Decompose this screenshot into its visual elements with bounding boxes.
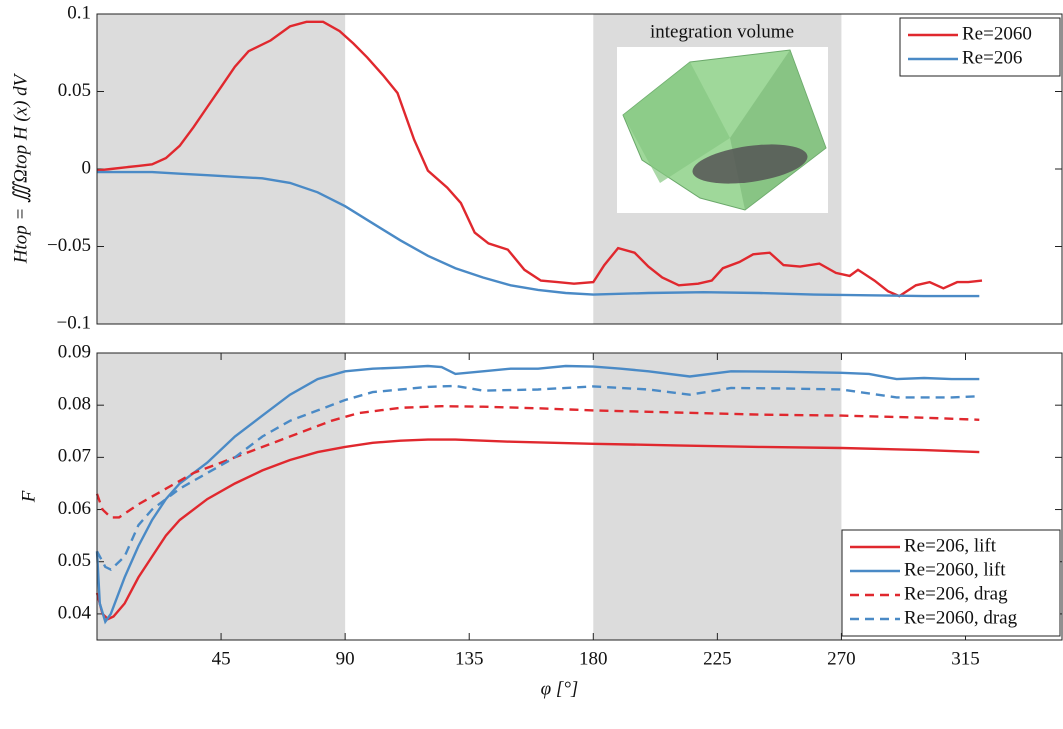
y-tick-label: 0 — [82, 157, 92, 178]
legend-label: Re=206, lift — [904, 535, 997, 556]
legend-label: Re=2060 — [962, 23, 1032, 44]
y-axis-label: F — [18, 490, 39, 503]
legend-label: Re=2060, drag — [904, 607, 1018, 628]
x-tick-label: 180 — [579, 648, 608, 669]
plot-frame — [96, 13, 1063, 325]
plot-frame — [96, 352, 1063, 641]
y-tick-label: 0.09 — [58, 341, 91, 362]
legend-label: Re=206, drag — [904, 583, 1008, 604]
y-tick-label: 0.08 — [58, 394, 91, 415]
series-line — [96, 20, 983, 298]
legend-box — [899, 17, 1061, 77]
y-tick-label: 0.05 — [58, 80, 91, 101]
shaded-region — [593, 353, 842, 640]
x-tick-label: 90 — [336, 648, 355, 669]
y-axis-label: Htop = ∭Ωtop H (x) dV — [10, 72, 31, 264]
y-tick-label: −0.05 — [47, 235, 91, 256]
y-tick-label: −0.1 — [57, 312, 91, 333]
y-tick-label: 0.07 — [58, 446, 91, 467]
x-axis-label: φ [°] — [541, 678, 579, 699]
x-tick-label: 270 — [827, 648, 856, 669]
y-tick-label: 0.06 — [58, 498, 91, 519]
series-line — [95, 384, 980, 572]
annotation: integration volume — [650, 21, 794, 42]
inset — [617, 47, 828, 213]
y-tick-label: 0.1 — [67, 2, 91, 23]
legend-label: Re=206 — [962, 47, 1022, 68]
series-line — [95, 364, 980, 625]
series-line — [95, 438, 980, 621]
x-tick-label: 315 — [951, 648, 980, 669]
x-tick-label: 225 — [703, 648, 732, 669]
x-tick-label: 45 — [212, 648, 231, 669]
series-line — [97, 170, 980, 298]
x-tick-label: 135 — [455, 648, 484, 669]
series-line — [95, 404, 980, 519]
legend-label: Re=2060, lift — [904, 559, 1006, 580]
shaded-region — [97, 353, 346, 640]
y-tick-label: 0.05 — [58, 550, 91, 571]
shaded-region — [97, 14, 346, 324]
y-tick-label: 0.04 — [58, 602, 92, 623]
inset-face — [623, 62, 730, 183]
inset-body — [692, 144, 808, 184]
